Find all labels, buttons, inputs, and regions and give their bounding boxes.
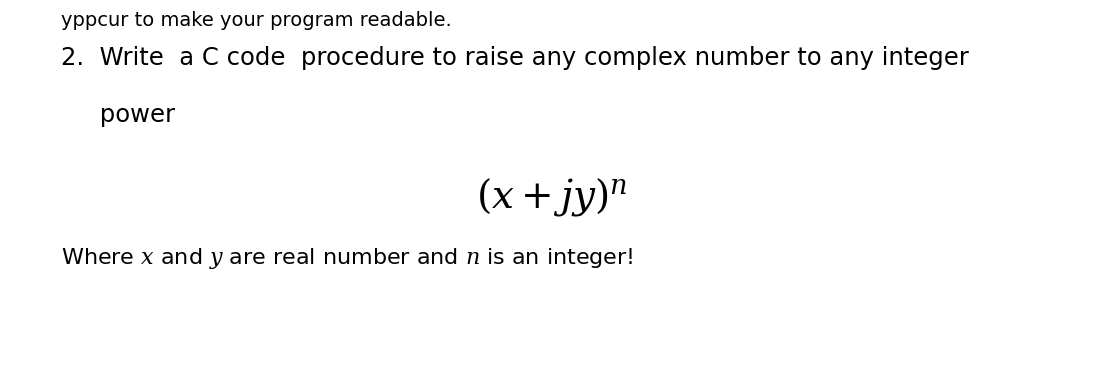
Text: 2.  Write  a C code  procedure to raise any complex number to any integer: 2. Write a C code procedure to raise any… [61,46,968,70]
Text: yppcur to make your program readable.: yppcur to make your program readable. [61,11,452,30]
Text: power: power [61,103,174,127]
Text: Where $x$ and $y$ are real number and $n$ is an integer!: Where $x$ and $y$ are real number and $n… [61,246,633,271]
Text: $(x +jy)^n$: $(x +jy)^n$ [476,176,628,218]
